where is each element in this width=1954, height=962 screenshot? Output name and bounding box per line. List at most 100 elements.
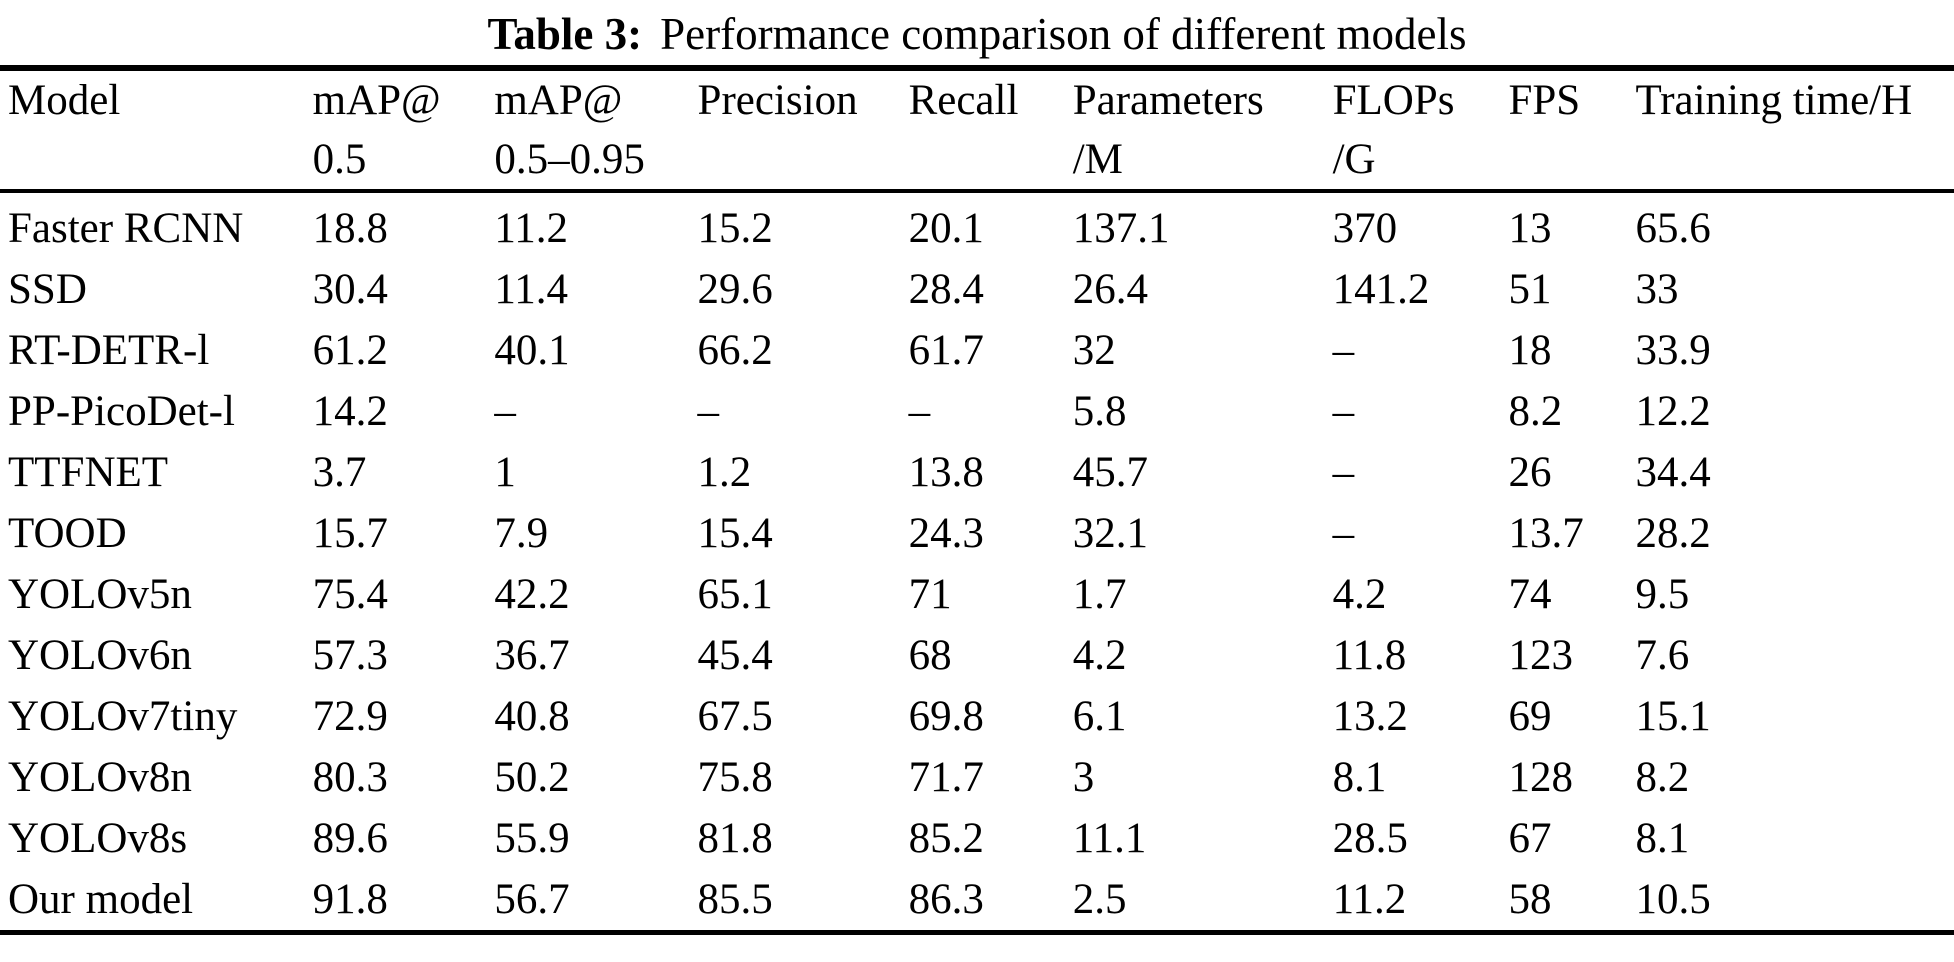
column-header-line: Model bbox=[8, 77, 121, 124]
value-cell: 68 bbox=[908, 632, 952, 679]
value-cell: 58 bbox=[1508, 876, 1552, 923]
column-header-line: Recall bbox=[908, 77, 1019, 124]
value-cell: 13.7 bbox=[1508, 510, 1584, 557]
model-name-cell: TTFNET bbox=[8, 449, 169, 496]
value-cell: 5.8 bbox=[1072, 388, 1127, 435]
table-row: Faster RCNN 18.8 11.2 15.2 20.1 137.1 370 13 65.… bbox=[0, 191, 1954, 259]
value-cell: 71 bbox=[908, 571, 952, 618]
value-cell: 55.9 bbox=[494, 815, 570, 862]
model-name-cell: YOLOv5n bbox=[8, 571, 192, 618]
value-cell: 28.2 bbox=[1635, 510, 1711, 557]
value-cell: 15.4 bbox=[697, 510, 773, 557]
value-cell: 34.4 bbox=[1635, 449, 1711, 496]
column-header-flops: FLOPs/G bbox=[1332, 68, 1509, 193]
value-cell: 80.3 bbox=[312, 754, 388, 801]
table-row: PP-PicoDet-l 14.2 – – – 5.8 – 8.2 12.2 bbox=[0, 381, 1954, 442]
value-cell: 12.2 bbox=[1635, 388, 1711, 435]
value-cell: 57.3 bbox=[312, 632, 388, 679]
column-header-parameters: Parameters/M bbox=[1072, 68, 1333, 193]
value-cell: 69 bbox=[1508, 693, 1552, 740]
table-row: TOOD 15.7 7.9 15.4 24.3 32.1 – 13.7 28.2 bbox=[0, 503, 1954, 564]
value-cell: 6.1 bbox=[1072, 693, 1127, 740]
table-body: Faster RCNN 18.8 11.2 15.2 20.1 137.1 370 13 65.… bbox=[0, 191, 1954, 933]
value-cell: 2.5 bbox=[1072, 876, 1127, 923]
value-cell: 28.5 bbox=[1332, 815, 1408, 862]
value-cell: 72.9 bbox=[312, 693, 388, 740]
value-cell: 75.8 bbox=[697, 754, 773, 801]
model-name-cell: Faster RCNN bbox=[8, 205, 244, 252]
table-row: YOLOv6n 57.3 36.7 45.4 68 4.2 11.8 123 7.6 bbox=[0, 625, 1954, 686]
value-cell: 10.5 bbox=[1635, 876, 1711, 923]
value-cell: 45.7 bbox=[1072, 449, 1148, 496]
value-cell: 85.2 bbox=[908, 815, 984, 862]
column-header-line: Parameters bbox=[1072, 77, 1264, 124]
column-header-recall: Recall bbox=[908, 68, 1073, 193]
value-cell: 123 bbox=[1508, 632, 1573, 679]
value-cell: 11.8 bbox=[1332, 632, 1407, 679]
model-name-cell: SSD bbox=[8, 266, 87, 313]
value-cell: 75.4 bbox=[312, 571, 388, 618]
table-row: YOLOv8n 80.3 50.2 75.8 71.7 3 8.1 128 8.2 bbox=[0, 747, 1954, 808]
value-cell: 67.5 bbox=[697, 693, 773, 740]
value-cell: 42.2 bbox=[494, 571, 570, 618]
value-cell: 13 bbox=[1508, 205, 1552, 252]
value-cell: 7.6 bbox=[1635, 632, 1690, 679]
performance-table: Model mAP@ 0.5 mAP@ 0.5–0.95 Precision Recall P… bbox=[0, 65, 1954, 935]
value-cell: 3 bbox=[1072, 754, 1095, 801]
column-header-map5095: mAP@ 0.5–0.95 bbox=[494, 68, 698, 193]
column-header-fps: FPS bbox=[1508, 68, 1636, 193]
value-cell: 13.8 bbox=[908, 449, 984, 496]
value-cell: 128 bbox=[1508, 754, 1573, 801]
table-caption-label: Table 3: bbox=[487, 9, 643, 59]
value-cell: 11.1 bbox=[1072, 815, 1147, 862]
value-cell: 1.7 bbox=[1072, 571, 1127, 618]
column-header-training: Training time/H bbox=[1635, 68, 1954, 193]
value-cell: 30.4 bbox=[312, 266, 388, 313]
value-cell: 45.4 bbox=[697, 632, 773, 679]
column-header-precision: Precision bbox=[697, 68, 909, 193]
value-cell: – bbox=[908, 388, 931, 435]
value-cell: 81.8 bbox=[697, 815, 773, 862]
value-cell: 11.2 bbox=[1332, 876, 1407, 923]
value-cell: 91.8 bbox=[312, 876, 388, 923]
value-cell: 89.6 bbox=[312, 815, 388, 862]
column-header-line: mAP@ bbox=[312, 77, 441, 124]
value-cell: 33.9 bbox=[1635, 327, 1711, 374]
value-cell: 15.7 bbox=[312, 510, 388, 557]
value-cell: 40.1 bbox=[494, 327, 570, 374]
table-row: Our model 91.8 56.7 85.5 86.3 2.5 11.2 58 10.5 bbox=[0, 869, 1954, 933]
value-cell: 8.2 bbox=[1635, 754, 1690, 801]
value-cell: – bbox=[1332, 510, 1355, 557]
table-row: TTFNET 3.7 1 1.2 13.8 45.7 – 26 34.4 bbox=[0, 442, 1954, 503]
model-name-cell: YOLOv6n bbox=[8, 632, 192, 679]
value-cell: 26 bbox=[1508, 449, 1552, 496]
column-header-line: /M bbox=[1072, 136, 1123, 183]
model-name-cell: PP-PicoDet-l bbox=[8, 388, 235, 435]
value-cell: 9.5 bbox=[1635, 571, 1690, 618]
column-header-line: FPS bbox=[1508, 77, 1581, 124]
table-row: YOLOv8s 89.6 55.9 81.8 85.2 11.1 28.5 67 8.1 bbox=[0, 808, 1954, 869]
value-cell: 56.7 bbox=[494, 876, 570, 923]
value-cell: 65.1 bbox=[697, 571, 773, 618]
value-cell: 18 bbox=[1508, 327, 1552, 374]
table-header: Model mAP@ 0.5 mAP@ 0.5–0.95 Precision Recall P… bbox=[0, 68, 1954, 193]
value-cell: 13.2 bbox=[1332, 693, 1408, 740]
value-cell: – bbox=[1332, 327, 1355, 374]
value-cell: 3.7 bbox=[312, 449, 367, 496]
value-cell: 11.2 bbox=[494, 205, 568, 252]
model-name-cell: Our model bbox=[8, 876, 194, 923]
model-name-cell: RT-DETR-l bbox=[8, 327, 210, 374]
table-caption: Table 3: Performance comparison of differ… bbox=[0, 0, 1954, 65]
value-cell: 50.2 bbox=[494, 754, 570, 801]
value-cell: 14.2 bbox=[312, 388, 388, 435]
table-row: YOLOv7tiny 72.9 40.8 67.5 69.8 6.1 13.2 69 15.1 bbox=[0, 686, 1954, 747]
value-cell: 66.2 bbox=[697, 327, 773, 374]
column-header-line: Precision bbox=[697, 77, 858, 124]
value-cell: – bbox=[1332, 388, 1355, 435]
value-cell: – bbox=[494, 388, 516, 435]
column-header-line: /G bbox=[1332, 136, 1376, 183]
model-name-cell: TOOD bbox=[8, 510, 127, 557]
column-header-line: 0.5 bbox=[312, 136, 367, 183]
value-cell: 4.2 bbox=[1332, 571, 1387, 618]
value-cell: 32 bbox=[1072, 327, 1116, 374]
